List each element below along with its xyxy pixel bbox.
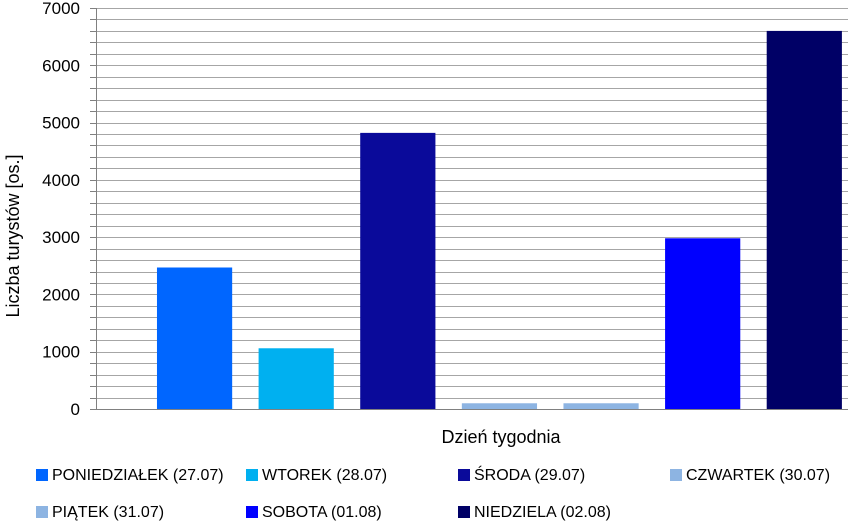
y-tick-label: 0: [71, 400, 80, 419]
y-tick-label: 2000: [42, 285, 80, 304]
legend-label: CZWARTEK (30.07): [686, 467, 830, 484]
y-tick-label: 1000: [42, 343, 80, 362]
y-tick-label: 5000: [42, 114, 80, 133]
legend-label: ŚRODA (29.07): [474, 465, 585, 484]
legend-label: SOBOTA (01.08): [262, 504, 382, 521]
axes: [90, 8, 848, 410]
legend-swatch: [246, 469, 258, 481]
y-axis-title: Liczba turystów [os.]: [3, 154, 23, 317]
y-tick-labels: 0 1000 2000 3000 4000 5000 6000 7000: [42, 0, 80, 419]
legend-swatch: [246, 506, 258, 518]
y-tick-label: 4000: [42, 171, 80, 190]
bars: [156, 30, 842, 410]
bar: [766, 30, 842, 410]
x-axis-title: Dzień tygodnia: [441, 427, 561, 447]
bar: [461, 403, 538, 409]
legend-label: PONIEDZIAŁEK (27.07): [52, 467, 224, 484]
legend-swatch: [36, 469, 48, 481]
bar: [563, 403, 639, 409]
legend-label: NIEDZIELA (02.08): [474, 504, 611, 521]
legend-swatch: [670, 469, 682, 481]
legend-label: WTOREK (28.07): [262, 467, 387, 484]
y-tick-label: 6000: [42, 56, 80, 75]
y-tick-label: 7000: [42, 0, 80, 18]
legend-swatch: [36, 506, 48, 518]
bar: [665, 238, 741, 409]
y-tick-label: 3000: [42, 228, 80, 247]
legend-swatch: [458, 506, 470, 518]
legend-swatch: [458, 469, 470, 481]
bar: [156, 267, 233, 409]
legend: PONIEDZIAŁEK (27.07) WTOREK (28.07) ŚRODA …: [36, 465, 830, 521]
legend-label: PIĄTEK (31.07): [52, 504, 164, 521]
bar: [258, 348, 334, 409]
bar: [360, 132, 436, 409]
